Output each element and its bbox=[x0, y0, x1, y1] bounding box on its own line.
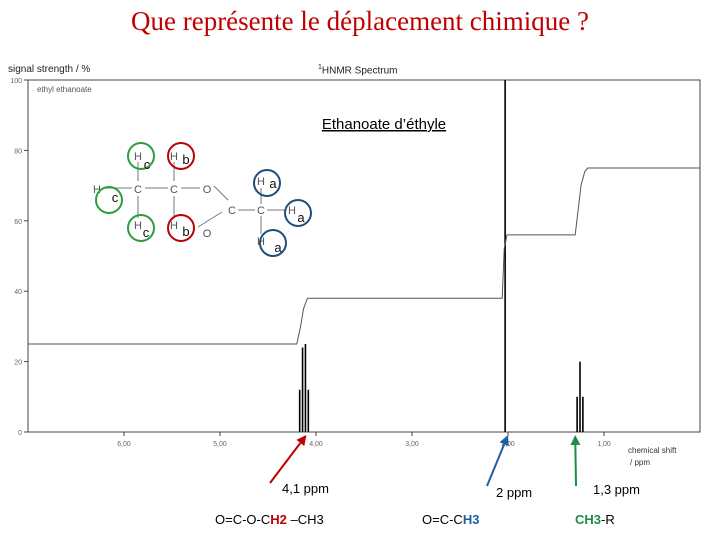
annotation-label-shift-13: 1,3 ppm bbox=[593, 482, 640, 497]
x-axis-label-line1: chemical shift bbox=[628, 446, 677, 455]
y-tick-label: 0 bbox=[18, 430, 22, 437]
x-tick-label: 3,00 bbox=[405, 441, 419, 448]
formula-part: H3 bbox=[462, 512, 480, 527]
atom-label: C bbox=[134, 184, 142, 196]
atom-label: H bbox=[134, 220, 142, 232]
atom-label: C bbox=[170, 184, 178, 196]
integration-line bbox=[28, 167, 700, 345]
slide-title: Que représente le déplacement chimique ? bbox=[130, 6, 590, 36]
group-circle-a bbox=[259, 229, 287, 257]
atom-label: O bbox=[203, 228, 212, 240]
y-tick-label: 60 bbox=[14, 219, 22, 226]
plot-border bbox=[27, 79, 701, 433]
y-tick-label: 80 bbox=[14, 148, 22, 155]
atom-label: H bbox=[288, 205, 296, 217]
group-tag-b: b bbox=[182, 152, 189, 167]
formula-part: O=C-C bbox=[422, 512, 463, 527]
atom-label: C bbox=[228, 205, 236, 217]
arrow-shift-13 bbox=[574, 444, 577, 487]
atom-label: H bbox=[93, 184, 101, 196]
x-axis-label-line2: / ppm bbox=[630, 458, 651, 467]
spectrum-peaks bbox=[298, 80, 584, 432]
sample-label: ethyl ethanoate bbox=[37, 85, 92, 94]
annotation-formula-shift-41: O=C-O-CH2 –CH3 bbox=[215, 512, 324, 527]
atom-label: H bbox=[170, 151, 178, 163]
annotation-arrows bbox=[269, 435, 581, 487]
group-circle-b bbox=[167, 142, 195, 170]
spectrum-title-superscript: 1 bbox=[318, 64, 322, 71]
atom-label: O bbox=[203, 184, 212, 196]
y-tick-label: 20 bbox=[14, 360, 22, 367]
x-tick-label: 4,00 bbox=[309, 441, 323, 448]
atom-label: H bbox=[134, 151, 142, 163]
x-tick-label: 5,00 bbox=[213, 441, 227, 448]
annotation-label-shift-2: 2 ppm bbox=[496, 485, 533, 500]
group-tag-a: a bbox=[297, 210, 305, 225]
annotation-formula-shift-2: O=C-CH3 bbox=[422, 512, 479, 527]
group-tag-a: a bbox=[269, 176, 277, 191]
group-tag-c: c bbox=[143, 225, 150, 240]
x-tick-label: 6,00 bbox=[117, 441, 131, 448]
annotation-formula-shift-13: CH3-R bbox=[575, 512, 615, 527]
arrow-shift-2 bbox=[486, 443, 506, 487]
group-circle-c bbox=[127, 142, 155, 170]
group-tag-b: b bbox=[182, 224, 189, 239]
group-circle-a bbox=[253, 169, 281, 197]
atom-label: C bbox=[257, 205, 265, 217]
group-tag-c: c bbox=[144, 157, 151, 172]
y-tick-label: 40 bbox=[14, 289, 22, 296]
arrow-shift-41 bbox=[269, 442, 302, 484]
y-tick-label: 100 bbox=[10, 78, 22, 85]
group-circle-c bbox=[127, 214, 155, 242]
arrow-head-shift-2 bbox=[499, 435, 509, 447]
spectrum-title-text: HNMR Spectrum bbox=[321, 65, 398, 77]
plot-frame bbox=[27, 79, 701, 433]
molecule-name: Ethanoate d’éthyle bbox=[322, 116, 446, 133]
formula-part: CH3 bbox=[575, 512, 602, 527]
formula-part: -R bbox=[601, 512, 615, 527]
arrow-head-shift-41 bbox=[296, 435, 307, 446]
atom-label: H bbox=[170, 220, 178, 232]
bond bbox=[197, 211, 223, 228]
group-tag-c: c bbox=[112, 190, 119, 205]
group-circle-a bbox=[284, 199, 312, 227]
formula-part: O=C-O-C bbox=[215, 512, 271, 527]
x-tick-label: 1,00 bbox=[597, 441, 611, 448]
arrow-head-shift-13 bbox=[570, 435, 581, 446]
bond bbox=[213, 185, 229, 201]
integration-curve bbox=[28, 167, 700, 345]
spectrum-title: 1HNMR Spectrum bbox=[318, 64, 397, 76]
formula-part: H2 bbox=[270, 512, 287, 527]
y-axis-label: signal strength / % bbox=[8, 64, 91, 75]
group-circle-b bbox=[167, 214, 195, 242]
formula-part: –CH3 bbox=[286, 512, 324, 527]
group-tag-a: a bbox=[274, 240, 282, 255]
atom-label: H bbox=[257, 176, 265, 188]
annotation-label-shift-41: 4,1 ppm bbox=[282, 481, 329, 496]
group-circle-c bbox=[95, 186, 123, 214]
